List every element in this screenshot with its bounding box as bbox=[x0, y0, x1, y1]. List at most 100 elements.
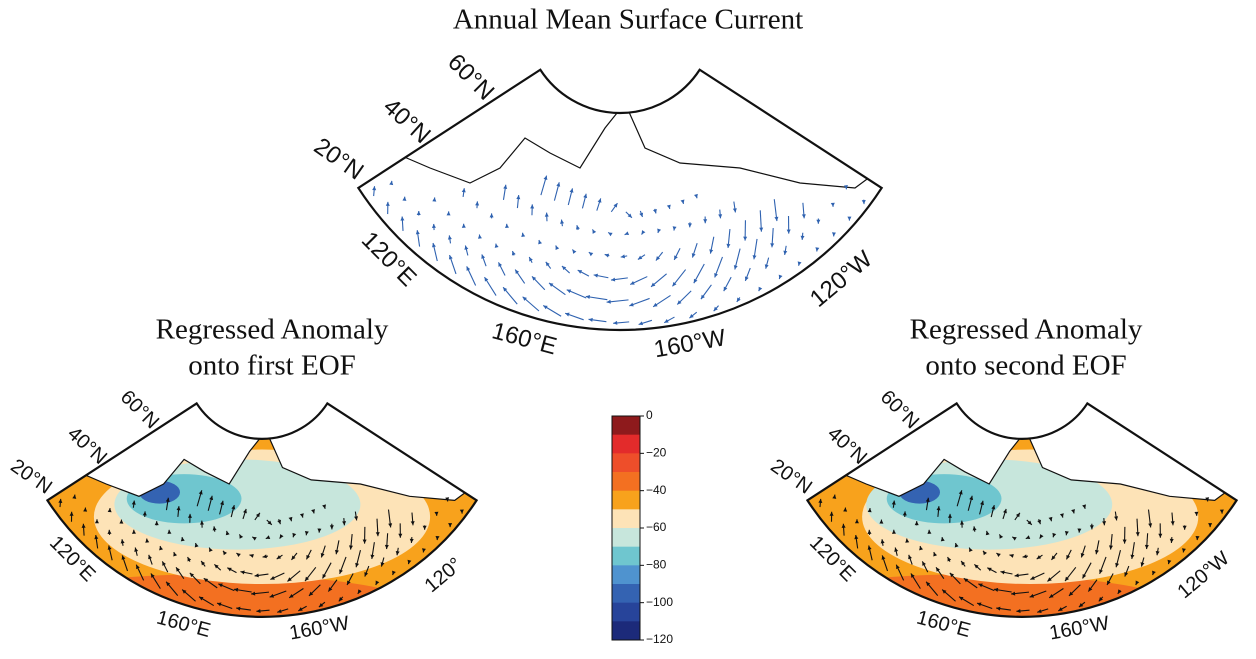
vector-head bbox=[400, 216, 404, 220]
vector-head bbox=[589, 252, 593, 256]
vector-head bbox=[802, 214, 806, 218]
panel-title: Regressed Anomaly bbox=[910, 314, 1143, 346]
colorbar-band bbox=[612, 491, 640, 510]
lat-label: 20°N bbox=[309, 133, 368, 186]
lon-label: 160°W bbox=[652, 324, 728, 363]
colorbar-tick-label: −60 bbox=[646, 520, 667, 534]
colorbar-band bbox=[612, 416, 640, 435]
vector-head bbox=[642, 230, 646, 234]
vector-head bbox=[787, 230, 791, 234]
vector-head bbox=[639, 213, 643, 217]
vector-head bbox=[432, 243, 436, 247]
map-content bbox=[760, 377, 1237, 648]
lon-label: 160°W bbox=[1048, 612, 1111, 644]
vector-head bbox=[372, 186, 376, 190]
vector-head bbox=[688, 223, 692, 227]
panel-title: Regressed Anomaly bbox=[156, 314, 389, 346]
vector-head bbox=[759, 228, 763, 232]
vector-head bbox=[516, 195, 520, 199]
vector-head bbox=[462, 224, 466, 228]
vector-head bbox=[556, 246, 560, 250]
vector-head bbox=[743, 237, 747, 241]
colorbar-band bbox=[612, 621, 640, 640]
vector-head bbox=[505, 224, 509, 228]
vector-head bbox=[449, 255, 453, 259]
colorbar-tick-label: −100 bbox=[646, 595, 673, 609]
lat-label: 60°N bbox=[442, 49, 499, 106]
vector-head bbox=[495, 244, 499, 248]
map-panel: 20°N40°N60°N120°E160°E160°W120° bbox=[0, 377, 477, 648]
colorbar-band bbox=[612, 472, 640, 491]
vector-head bbox=[621, 254, 625, 258]
vector-head bbox=[608, 232, 612, 236]
vector-head bbox=[862, 200, 866, 204]
lon-label: 160°W bbox=[288, 612, 351, 644]
colorbar-tick-label: 0 bbox=[646, 408, 653, 422]
colorbar-band bbox=[612, 435, 640, 454]
map-panel: 20°N40°N60°N120°E160°E160°W120°W bbox=[760, 377, 1237, 648]
colorbar-tick-label: −20 bbox=[646, 446, 667, 460]
vector-head bbox=[594, 274, 598, 278]
lon-label: 120°E bbox=[356, 226, 422, 292]
vector-head bbox=[692, 253, 696, 257]
vector-head bbox=[432, 197, 436, 201]
vector-head bbox=[779, 275, 783, 279]
map-panel: 20°N40°N60°N120°E160°E160°W120°W bbox=[309, 38, 882, 363]
vector-head bbox=[386, 202, 390, 206]
colorbar-band bbox=[612, 528, 640, 547]
lat-label: 40°N bbox=[823, 423, 871, 469]
vector-head bbox=[816, 220, 820, 224]
vector-head bbox=[832, 232, 836, 236]
colorbar-band bbox=[612, 584, 640, 603]
vector-head bbox=[759, 287, 763, 291]
figure: Annual Mean Surface Current Regressed An… bbox=[0, 0, 1256, 659]
lat-label: 40°N bbox=[378, 93, 436, 149]
vector-head bbox=[572, 249, 576, 253]
vector-head bbox=[417, 211, 421, 215]
vector-head bbox=[703, 219, 707, 223]
map-content bbox=[372, 38, 882, 325]
colorbar-band bbox=[612, 565, 640, 584]
lon-label: 160°E bbox=[914, 607, 973, 642]
colorbar-tick-label: −120 bbox=[646, 632, 673, 646]
colorbar-band bbox=[612, 453, 640, 472]
lon-label: 160°E bbox=[154, 607, 213, 642]
lat-label: 20°N bbox=[767, 455, 816, 499]
vector-head bbox=[402, 197, 406, 201]
panel-title: onto first EOF bbox=[188, 350, 356, 382]
vector-head bbox=[709, 249, 713, 253]
vector-head bbox=[432, 224, 436, 228]
vector-head bbox=[447, 211, 451, 215]
vector-head bbox=[718, 214, 722, 218]
vector-head bbox=[831, 203, 835, 207]
colorbar-band bbox=[612, 509, 640, 528]
vector-head bbox=[521, 233, 525, 237]
lon-label: 120° bbox=[421, 554, 467, 597]
colorbar-tick-label: −80 bbox=[646, 558, 667, 572]
map-frame bbox=[358, 70, 881, 330]
map-content bbox=[0, 377, 477, 648]
colorbar-band bbox=[612, 547, 640, 566]
vector-head bbox=[530, 204, 534, 208]
colorbar-tick-label: −40 bbox=[646, 483, 667, 497]
vector-head bbox=[549, 283, 553, 287]
vector-head bbox=[613, 321, 617, 325]
vector-head bbox=[614, 203, 618, 207]
vector-head bbox=[801, 236, 805, 240]
lat-label: 60°N bbox=[876, 386, 923, 433]
panel-title: onto second EOF bbox=[925, 350, 1126, 382]
lon-label: 160°E bbox=[489, 317, 559, 360]
colorbar-band bbox=[612, 603, 640, 622]
figure-title: Annual Mean Surface Current bbox=[453, 4, 803, 36]
lat-label: 60°N bbox=[116, 386, 163, 433]
lat-label: 40°N bbox=[63, 423, 111, 469]
vector-head bbox=[545, 213, 549, 217]
lat-label: 20°N bbox=[7, 455, 56, 499]
vector-head bbox=[475, 201, 479, 205]
vector-head bbox=[847, 217, 851, 221]
vector-head bbox=[592, 229, 596, 233]
page: Annual Mean Surface Current Regressed An… bbox=[0, 0, 1256, 659]
vector-head bbox=[625, 231, 629, 235]
vector-head bbox=[490, 213, 494, 217]
vector-head bbox=[770, 243, 774, 247]
